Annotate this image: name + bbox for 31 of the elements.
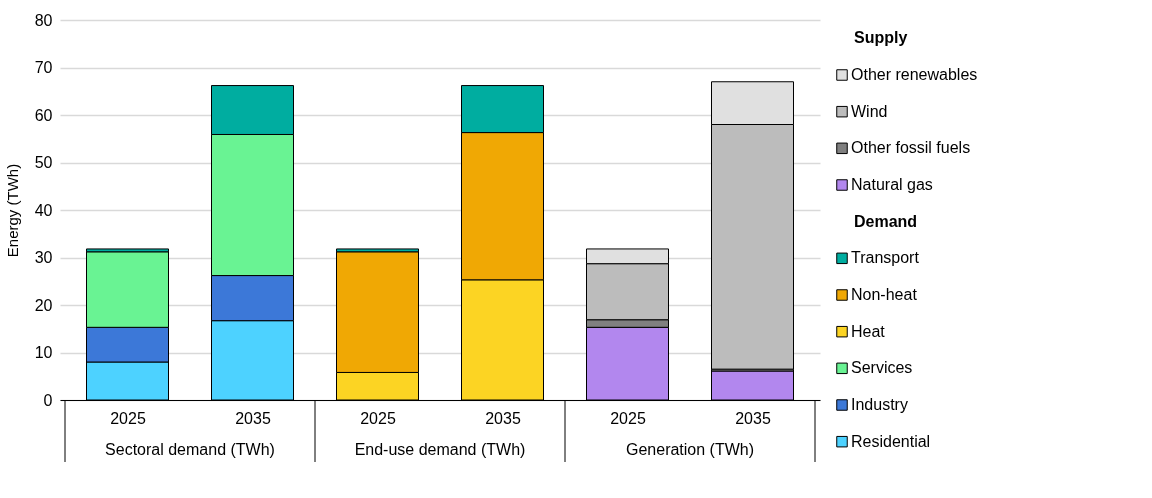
y-axis-title: Energy (TWh) [3,163,21,258]
legend-label: Natural gas [851,176,933,193]
legend-label: Other fossil fuels [851,139,971,157]
legend-label: Wind [851,102,888,120]
legend-label: Services [851,359,913,377]
legend-label: Other renewables [851,66,978,83]
legend-label: Transport [851,249,920,267]
y-tick-label: 70 [34,59,53,76]
x-tick-label: 2035 [735,409,771,427]
x-tick-label: 2025 [110,409,146,427]
y-tick-label: 10 [34,344,53,361]
text: Supply [854,29,908,47]
legend-label: Heat [851,322,886,340]
x-tick-label: 2025 [360,409,396,427]
text: Demand [854,212,918,230]
x-tick-label: 2035 [235,409,271,427]
text: End-use demand (TWh) [354,441,526,458]
legend-label: Residential [851,432,931,450]
legend-label: Non-heat [851,286,918,303]
y-tick-label: 80 [34,11,53,29]
y-tick-label: 50 [34,154,53,171]
y-tick-label: 40 [34,201,53,219]
y-tick-label: 30 [34,249,53,266]
text: Generation (TWh) [625,441,755,458]
text: Sectoral demand (TWh) [105,441,275,458]
legend-label: Industry [851,396,908,413]
x-tick-label: 2025 [610,409,646,427]
y-tick-label: 0 [43,391,53,409]
x-tick-label: 2035 [485,409,521,427]
y-tick-label: 60 [34,106,53,124]
y-tick-label: 20 [34,296,53,314]
